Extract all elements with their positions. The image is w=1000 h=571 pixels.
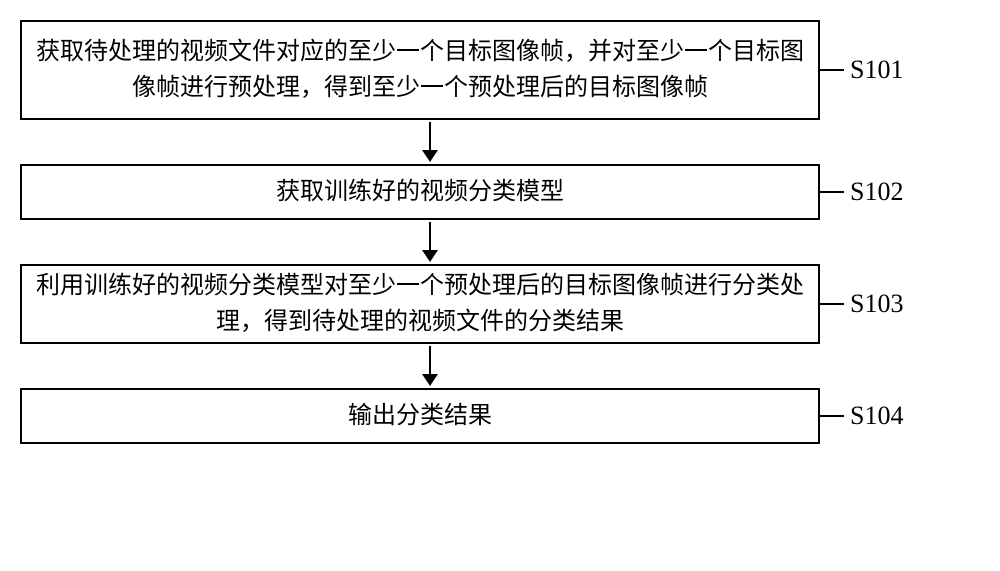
arrow-head bbox=[422, 150, 438, 162]
step-row: 获取待处理的视频文件对应的至少一个目标图像帧，并对至少一个目标图像帧进行预处理，… bbox=[20, 20, 980, 120]
step-box-s101: 获取待处理的视频文件对应的至少一个目标图像帧，并对至少一个目标图像帧进行预处理，… bbox=[20, 20, 820, 120]
arrow-line bbox=[429, 222, 431, 250]
flowchart-container: 获取待处理的视频文件对应的至少一个目标图像帧，并对至少一个目标图像帧进行预处理，… bbox=[20, 20, 980, 444]
arrow-wrapper bbox=[20, 120, 980, 164]
arrow-down-icon bbox=[422, 122, 438, 162]
connector: S104 bbox=[820, 401, 960, 431]
step-text: 利用训练好的视频分类模型对至少一个预处理后的目标图像帧进行分类处理，得到待处理的… bbox=[34, 268, 806, 340]
arrow-line bbox=[429, 346, 431, 374]
arrow-line bbox=[429, 122, 431, 150]
connector-line bbox=[820, 415, 844, 417]
connector: S103 bbox=[820, 289, 960, 319]
step-row: 获取训练好的视频分类模型 S102 bbox=[20, 164, 980, 220]
arrow-head bbox=[422, 374, 438, 386]
arrow-head bbox=[422, 250, 438, 262]
arrow-wrapper bbox=[20, 344, 980, 388]
step-label-s102: S102 bbox=[850, 177, 903, 207]
step-label-s104: S104 bbox=[850, 401, 903, 431]
step-box-s104: 输出分类结果 bbox=[20, 388, 820, 444]
connector-line bbox=[820, 69, 844, 71]
step-text: 输出分类结果 bbox=[348, 398, 492, 434]
step-row: 输出分类结果 S104 bbox=[20, 388, 980, 444]
step-text: 获取待处理的视频文件对应的至少一个目标图像帧，并对至少一个目标图像帧进行预处理，… bbox=[34, 34, 806, 106]
step-text: 获取训练好的视频分类模型 bbox=[276, 174, 564, 210]
step-box-s102: 获取训练好的视频分类模型 bbox=[20, 164, 820, 220]
step-row: 利用训练好的视频分类模型对至少一个预处理后的目标图像帧进行分类处理，得到待处理的… bbox=[20, 264, 980, 344]
connector: S101 bbox=[820, 55, 960, 85]
connector-line bbox=[820, 191, 844, 193]
connector: S102 bbox=[820, 177, 960, 207]
step-label-s101: S101 bbox=[850, 55, 903, 85]
step-box-s103: 利用训练好的视频分类模型对至少一个预处理后的目标图像帧进行分类处理，得到待处理的… bbox=[20, 264, 820, 344]
arrow-wrapper bbox=[20, 220, 980, 264]
step-label-s103: S103 bbox=[850, 289, 903, 319]
arrow-down-icon bbox=[422, 222, 438, 262]
connector-line bbox=[820, 303, 844, 305]
arrow-down-icon bbox=[422, 346, 438, 386]
